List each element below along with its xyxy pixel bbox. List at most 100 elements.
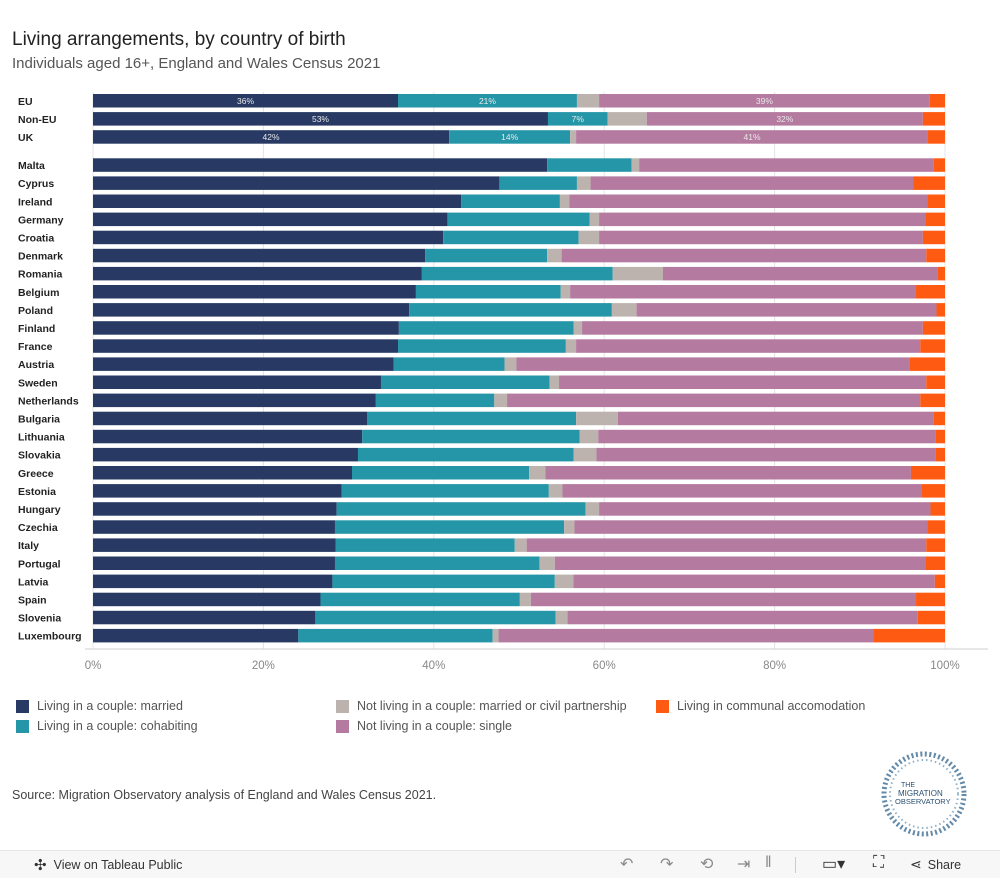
view-on-tableau-link[interactable]: ✣ View on Tableau Public — [34, 856, 182, 874]
bar-segment — [576, 339, 921, 353]
bar-segment — [599, 502, 931, 516]
bar-segment — [93, 112, 548, 126]
bar-segment — [559, 194, 570, 208]
bar-segment — [504, 357, 517, 371]
redo-icon[interactable]: ↷ — [660, 856, 674, 873]
bar-segment — [926, 538, 945, 552]
legend-item-married-not-couple[interactable]: Not living in a couple: married or civil… — [336, 696, 627, 716]
bar-segment — [443, 230, 579, 245]
data-label: 21% — [479, 96, 496, 106]
bar-segment — [93, 556, 335, 570]
bar-segment — [335, 538, 515, 552]
bar-segment — [631, 158, 640, 172]
bar-segment — [611, 303, 637, 317]
bar-segment — [447, 212, 590, 227]
bar-segment — [514, 538, 527, 552]
legend-label: Living in a couple: married — [37, 699, 183, 713]
legend-item-married[interactable]: Living in a couple: married — [16, 696, 198, 716]
revert-icon[interactable]: ⟲ — [700, 856, 714, 873]
stacked-bar-chart: 0% 20% 40% 60% 80% 100% EU 36% 21% 39% Non-EU 53% 7%… — [18, 92, 988, 672]
chart-title: Living arrangements, by country of birth — [12, 29, 346, 50]
bar-segment — [913, 176, 945, 190]
category-label: Sweden — [18, 377, 58, 389]
bar-segment — [927, 130, 945, 144]
bar-segment — [570, 130, 577, 144]
legend-label: Not living in a couple: married or civil… — [357, 699, 627, 713]
bar-segment — [415, 285, 561, 299]
bar-segment — [421, 266, 613, 281]
source-note: Source: Migration Observatory analysis o… — [12, 788, 437, 802]
bar-segment — [547, 248, 562, 263]
data-label: 41% — [744, 132, 761, 142]
forward-icon[interactable]: ⇥ — [737, 856, 751, 873]
bar-segment — [935, 429, 945, 444]
data-label: 42% — [263, 132, 280, 142]
bar-segment — [449, 130, 571, 144]
bar-segment — [93, 339, 399, 353]
bar-segment — [909, 357, 945, 371]
bar-segment — [599, 212, 926, 227]
category-label: Germany — [18, 214, 64, 226]
bar-segment — [576, 176, 591, 190]
legend-item-single[interactable]: Not living in a couple: single — [336, 716, 627, 736]
bar-segment — [922, 112, 945, 126]
bar-segment — [93, 285, 416, 299]
undo-icon[interactable]: ↶ — [620, 856, 634, 873]
category-label: EU — [18, 96, 33, 108]
category-label: Austria — [18, 359, 54, 371]
data-label: 7% — [572, 114, 585, 124]
bar-segment — [516, 357, 910, 371]
bar-segment — [93, 130, 450, 144]
bar-segment — [561, 248, 927, 263]
category-label: Latvia — [18, 576, 49, 588]
bar-segment — [507, 393, 921, 408]
bar-segment — [320, 592, 520, 607]
legend-col-1: Living in a couple: married Living in a … — [16, 696, 198, 736]
bar-segment — [362, 429, 580, 444]
view-on-tableau-label: View on Tableau Public — [53, 858, 183, 872]
category-label: UK — [18, 132, 34, 144]
bar-segment — [398, 339, 566, 353]
bar-segment — [93, 230, 444, 245]
bar-segment — [929, 94, 945, 108]
toolbar-divider — [795, 857, 796, 873]
bar-segment — [93, 212, 448, 227]
bar-segment — [334, 520, 565, 534]
bar-segment — [926, 248, 945, 263]
bar-segment — [926, 375, 945, 389]
bar-segment — [607, 112, 647, 126]
bar-segment — [93, 520, 335, 534]
share-label: Share — [927, 857, 962, 872]
bar-segment — [93, 502, 337, 516]
legend-swatch — [16, 719, 29, 733]
bar-segment — [93, 447, 358, 462]
bar-segment — [596, 447, 936, 462]
share-button[interactable]: ⋖ Share — [910, 856, 961, 873]
legend-item-communal[interactable]: Living in communal accomodation — [656, 696, 865, 716]
category-label: Malta — [18, 160, 45, 172]
category-label: Croatia — [18, 232, 54, 244]
bar-segment — [574, 520, 928, 534]
fullscreen-icon[interactable]: ⛶ — [873, 854, 885, 871]
pause-icon[interactable]: ‖ — [765, 854, 772, 871]
bar-segment — [529, 466, 546, 480]
category-label: Cyprus — [18, 178, 54, 190]
bar-segment — [599, 230, 923, 245]
legend-swatch — [16, 699, 29, 713]
bar-segment — [927, 194, 945, 208]
bar-segment — [93, 375, 381, 389]
bar-segment — [920, 339, 945, 353]
download-icon[interactable]: ▭▾ — [822, 856, 846, 873]
bar-segment — [922, 321, 945, 335]
legend-item-cohabiting[interactable]: Living in a couple: cohabiting — [16, 716, 198, 736]
bar-segment — [930, 502, 945, 516]
data-label: 14% — [501, 132, 518, 142]
share-icon: ⋖ — [910, 856, 922, 872]
data-label: 32% — [776, 114, 793, 124]
tableau-icon: ✣ — [34, 857, 47, 874]
bar-segment — [910, 466, 945, 480]
bar-segment — [573, 321, 583, 335]
logo-text-2: MIGRATION — [898, 789, 943, 798]
bar-segment — [492, 628, 499, 643]
bar-segment — [576, 130, 928, 144]
